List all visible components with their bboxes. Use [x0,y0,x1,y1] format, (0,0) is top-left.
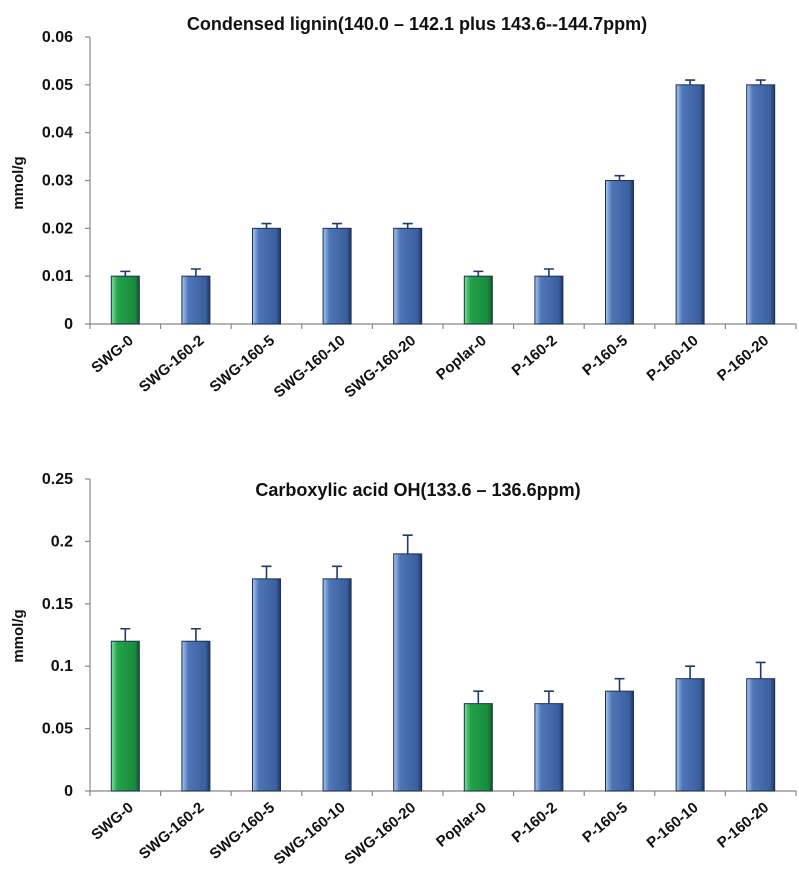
bar-p-160-5 [605,690,634,792]
y-tick-label: 0.2 [51,533,73,550]
error-bar [473,690,484,704]
bar-p-160-20 [746,678,776,792]
x-tick-label: SWG-0 [88,799,137,844]
error-bar [120,627,131,642]
x-tick-label: SWG-160-5 [206,799,278,863]
bar-swg-0 [110,275,140,325]
error-bar [120,270,131,277]
error-bar [685,79,696,85]
error-bar [402,534,413,554]
x-tick-label: SWG-160-5 [206,332,278,396]
y-tick-label: 0.02 [42,220,73,237]
bar-p-160-10 [675,678,705,792]
error-bar [332,222,343,229]
x-tick-label: P-160-10 [643,799,701,852]
bar-poplar-0 [463,275,493,325]
bar-swg-160-2 [181,640,211,792]
error-bar [755,661,766,679]
x-tick-label: SWG-160-2 [136,332,208,396]
y-tick-label: 0.05 [42,721,73,738]
error-bar [543,268,554,277]
bar-poplar-0 [463,703,493,792]
x-tick-label: Poplar-0 [433,799,490,851]
bar-swg-0 [110,640,140,792]
x-tick-label: P-160-20 [714,332,772,385]
y-tick-label: 0.25 [42,471,73,488]
y-tick-label: 0.03 [42,173,73,190]
error-bar [261,565,272,579]
x-tick-label: P-160-5 [579,332,631,379]
error-bar [614,174,625,181]
x-tick-label: P-160-10 [643,332,701,385]
error-bar [190,627,201,642]
bar-p-160-2 [534,703,564,792]
chart-1-ylabel: mmol/g [10,156,27,209]
error-bar [332,565,343,579]
bar-p-160-2 [534,275,564,325]
y-tick-label: 0.1 [51,658,73,675]
y-tick-label: 0 [64,783,73,800]
x-tick-label: Poplar-0 [433,332,490,384]
error-bar [685,665,696,679]
x-tick-label: SWG-160-20 [341,332,419,401]
x-tick-label: SWG-160-20 [341,799,419,868]
x-tick-label: SWG-0 [88,332,137,377]
chart-2-plot: 00.050.10.150.20.25SWG-0SWG-160-2SWG-160… [42,471,797,868]
bar-swg-160-20 [393,553,423,792]
y-tick-label: 0.06 [42,29,73,46]
error-bar [402,222,413,229]
bar-swg-160-2 [181,275,211,325]
bar-p-160-20 [746,84,776,325]
bar-swg-160-20 [393,227,423,325]
error-bar [614,677,625,692]
bar-p-160-5 [605,180,634,325]
chart-1-plot: 00.010.020.030.040.050.06SWG-0SWG-160-2S… [42,29,797,401]
bar-swg-160-10 [322,578,352,792]
y-tick-label: 0.01 [42,268,73,285]
x-tick-label: P-160-2 [509,332,561,379]
x-tick-label: P-160-5 [579,799,631,846]
x-tick-label: SWG-160-2 [136,799,208,863]
x-tick-label: P-160-2 [509,799,561,846]
error-bar [473,270,484,277]
error-bar [190,268,201,277]
chart-2-title: Carboxylic acid OH(133.6 – 136.6ppm) [255,480,580,500]
y-tick-label: 0.05 [42,77,73,94]
chart-2-ylabel: mmol/g [10,609,27,662]
bar-swg-160-5 [252,578,281,792]
x-tick-label: SWG-160-10 [271,799,349,868]
error-bar [755,79,766,85]
bar-swg-160-5 [252,227,281,325]
bar-swg-160-10 [322,227,352,325]
error-bar [543,690,554,704]
chart-1-title: Condensed lignin(140.0 – 142.1 plus 143.… [187,14,647,34]
bar-p-160-10 [675,84,705,325]
y-tick-label: 0 [64,316,73,333]
y-tick-label: 0.04 [42,125,73,142]
x-tick-label: SWG-160-10 [271,332,349,401]
error-bar [261,222,272,229]
y-tick-label: 0.15 [42,596,73,613]
x-tick-label: P-160-20 [714,799,772,852]
